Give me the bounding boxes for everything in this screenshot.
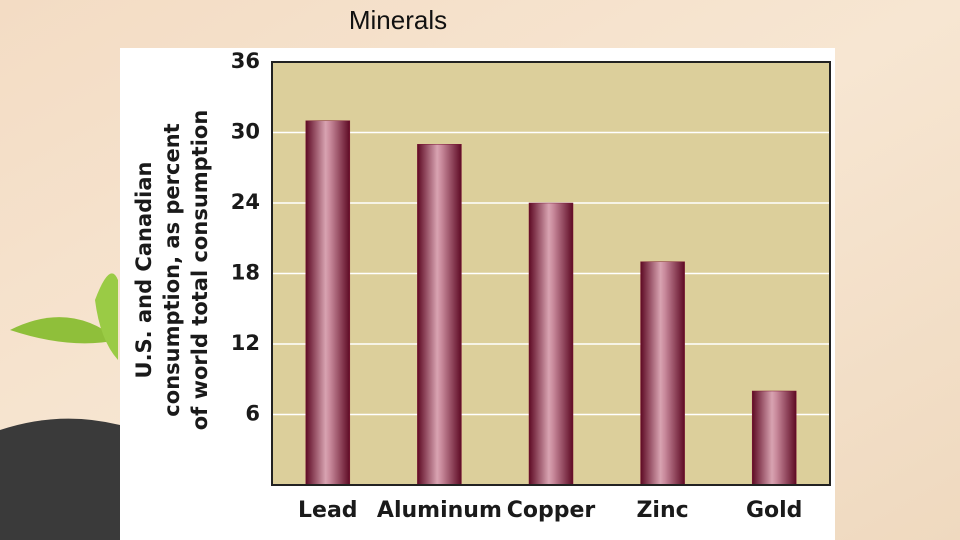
x-tick-label: Copper [507,498,596,523]
x-tick-label: Zinc [636,498,688,523]
leaf-decoration [10,317,118,344]
y-label-line: of world total consumption [188,110,212,431]
leaf-decoration [95,273,118,360]
bar [528,202,574,486]
y-label-line: consumption, as percent [160,123,184,416]
y-tick-label: 24 [231,190,260,214]
bar [751,390,797,486]
x-tick-label: Gold [746,498,802,523]
bar [417,144,462,486]
y-tick-label: 18 [231,261,260,285]
y-tick-label: 36 [231,49,260,73]
plot-border [271,61,831,486]
y-tick-label: 6 [245,402,260,426]
bar [305,120,351,486]
x-tick-label: Aluminum [377,498,502,523]
y-axis-label: U.S. and Canadian consumption, as percen… [132,110,212,431]
y-label-line: U.S. and Canadian [132,162,156,379]
y-tick-label: 30 [231,120,260,144]
bar [640,261,685,486]
soil-decoration [0,418,120,540]
x-tick-label: Lead [298,498,358,523]
y-tick-label: 12 [231,331,260,355]
chart-title: Minerals [349,5,447,35]
